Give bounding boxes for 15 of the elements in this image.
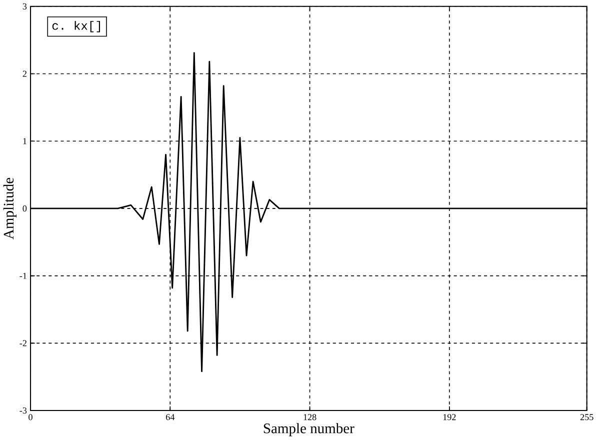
y-tick-label: 1 [23,138,26,144]
x-axis-title: Sample number [264,423,354,436]
y-tick-label: -3 [20,408,27,414]
x-tick-label: 128 [304,414,316,420]
y-tick-label: 2 [22,70,26,77]
x-tick-label: 255 [580,414,594,420]
y-axis-title: Amplitude [3,178,17,240]
y-tick-label: 3 [22,4,27,10]
x-tick-label: 0 [28,414,32,420]
y-tick-label: -2 [20,340,26,346]
x-tick-label: 192 [443,414,456,420]
y-tick-label: 0 [22,206,27,212]
x-tick-label: 64 [166,414,175,420]
y-tick-label: -1 [20,273,26,279]
annotation: c. kx[] [52,21,100,32]
